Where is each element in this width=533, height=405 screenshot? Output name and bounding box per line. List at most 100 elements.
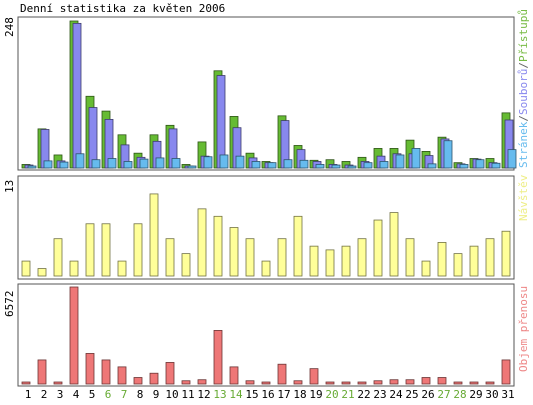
bar-stránek-day-29 <box>475 159 485 169</box>
day-label-8: 8 <box>137 388 144 401</box>
panel-traffic-bars <box>21 286 511 385</box>
day-label-10: 10 <box>165 388 178 401</box>
bar-objem-přenosu-day-7 <box>117 366 127 385</box>
chart-title: Denní statistika za květen 2006 <box>20 2 225 15</box>
day-label-18: 18 <box>293 388 306 401</box>
bar-objem-přenosu-day-6 <box>101 359 111 385</box>
bar-návštěv-day-19 <box>309 245 319 277</box>
bar-objem-přenosu-day-13 <box>213 330 223 385</box>
legend-segment: Přístupů <box>517 9 530 62</box>
day-label-15: 15 <box>245 388 258 401</box>
bar-stránek-day-3 <box>59 161 69 169</box>
bar-souborů-day-4 <box>72 22 82 169</box>
legend-segment: Stránek <box>517 121 530 168</box>
panel-visits-bars <box>21 193 511 277</box>
panel-hits: 248 Stránek/Souborů/Přístupů <box>3 9 530 171</box>
bar-stránek-day-7 <box>123 161 133 169</box>
bar-objem-přenosu-day-12 <box>197 379 207 385</box>
bar-objem-přenosu-day-9 <box>149 372 159 385</box>
day-label-31: 31 <box>501 388 514 401</box>
day-label-21: 21 <box>341 388 354 401</box>
bar-objem-přenosu-day-16 <box>261 381 271 385</box>
bar-stránek-day-14 <box>235 155 245 169</box>
bar-objem-přenosu-day-25 <box>405 379 415 385</box>
bar-návštěv-day-21 <box>341 245 351 277</box>
day-label-24: 24 <box>389 388 403 401</box>
bar-návštěv-day-28 <box>453 253 463 277</box>
bar-objem-přenosu-day-11 <box>181 380 191 385</box>
day-label-20: 20 <box>325 388 338 401</box>
day-label-4: 4 <box>73 388 80 401</box>
bar-návštěv-day-12 <box>197 208 207 277</box>
bar-návštěv-day-11 <box>181 253 191 277</box>
bar-návštěv-day-26 <box>421 260 431 277</box>
bar-návštěv-day-1 <box>21 260 31 277</box>
bar-stránek-day-21 <box>347 165 357 169</box>
bar-stránek-day-31 <box>507 149 517 169</box>
legend-segment: Objem přenosu <box>517 286 530 372</box>
bar-stránek-day-4 <box>75 153 85 169</box>
day-label-6: 6 <box>105 388 112 401</box>
bar-souborů-day-5 <box>88 107 98 169</box>
bar-objem-přenosu-day-8 <box>133 377 143 385</box>
bar-stránek-day-2 <box>43 160 53 169</box>
bar-objem-přenosu-day-17 <box>277 363 287 385</box>
bar-návštěv-day-20 <box>325 249 335 277</box>
panel-visits: 13 Návštěv <box>3 174 530 280</box>
bar-stránek-day-5 <box>91 159 101 169</box>
bar-objem-přenosu-day-21 <box>341 381 351 385</box>
bar-stránek-day-19 <box>315 164 325 169</box>
bar-stránek-day-24 <box>395 154 405 169</box>
bar-návštěv-day-3 <box>53 238 63 277</box>
panel-visits-max-label: 13 <box>3 180 16 193</box>
day-label-28: 28 <box>453 388 466 401</box>
bar-návštěv-day-5 <box>85 223 95 277</box>
day-label-2: 2 <box>41 388 48 401</box>
bar-objem-přenosu-day-29 <box>469 381 479 385</box>
bar-návštěv-day-2 <box>37 268 47 277</box>
bar-návštěv-day-30 <box>485 238 495 277</box>
day-label-25: 25 <box>405 388 418 401</box>
bar-návštěv-day-13 <box>213 215 223 277</box>
bar-stránek-day-28 <box>459 164 469 169</box>
panel-traffic-frame <box>17 283 515 387</box>
bar-objem-přenosu-day-14 <box>229 366 239 385</box>
bar-stránek-day-8 <box>139 158 149 169</box>
bar-návštěv-day-10 <box>165 238 175 277</box>
panel-hits-bars <box>21 20 517 169</box>
bar-stránek-day-11 <box>187 165 197 169</box>
panel-traffic: 6572 Objem přenosu <box>3 283 530 387</box>
bar-objem-přenosu-day-26 <box>421 377 431 385</box>
day-label-12: 12 <box>197 388 210 401</box>
bar-stránek-day-18 <box>299 159 309 169</box>
bar-stránek-day-25 <box>411 148 421 169</box>
bar-objem-přenosu-day-27 <box>437 377 447 385</box>
panel-traffic-legend: Objem přenosu <box>517 286 530 372</box>
bar-objem-přenosu-day-24 <box>389 379 399 385</box>
bar-stránek-day-1 <box>27 165 37 169</box>
day-label-3: 3 <box>57 388 64 401</box>
panel-hits-frame <box>17 16 515 171</box>
bar-objem-přenosu-day-2 <box>37 359 47 385</box>
bar-stránek-day-22 <box>363 162 373 169</box>
legend-segment: / <box>517 62 530 69</box>
panel-traffic-max-label: 6572 <box>3 291 16 318</box>
bar-objem-přenosu-day-1 <box>21 381 31 385</box>
day-label-14: 14 <box>229 388 243 401</box>
bar-objem-přenosu-day-5 <box>85 353 95 385</box>
bar-návštěv-day-16 <box>261 260 271 277</box>
bar-objem-přenosu-day-3 <box>53 381 63 385</box>
day-label-7: 7 <box>121 388 128 401</box>
bar-stránek-day-12 <box>203 156 213 169</box>
bar-návštěv-day-25 <box>405 238 415 277</box>
bar-objem-přenosu-day-20 <box>325 381 335 385</box>
bar-stránek-day-6 <box>107 158 117 169</box>
bar-objem-přenosu-day-30 <box>485 381 495 385</box>
day-label-19: 19 <box>309 388 322 401</box>
bar-stránek-day-15 <box>251 161 261 169</box>
bar-návštěv-day-15 <box>245 238 255 277</box>
day-label-5: 5 <box>89 388 96 401</box>
bar-stránek-day-9 <box>155 157 165 169</box>
bar-návštěv-day-6 <box>101 223 111 277</box>
